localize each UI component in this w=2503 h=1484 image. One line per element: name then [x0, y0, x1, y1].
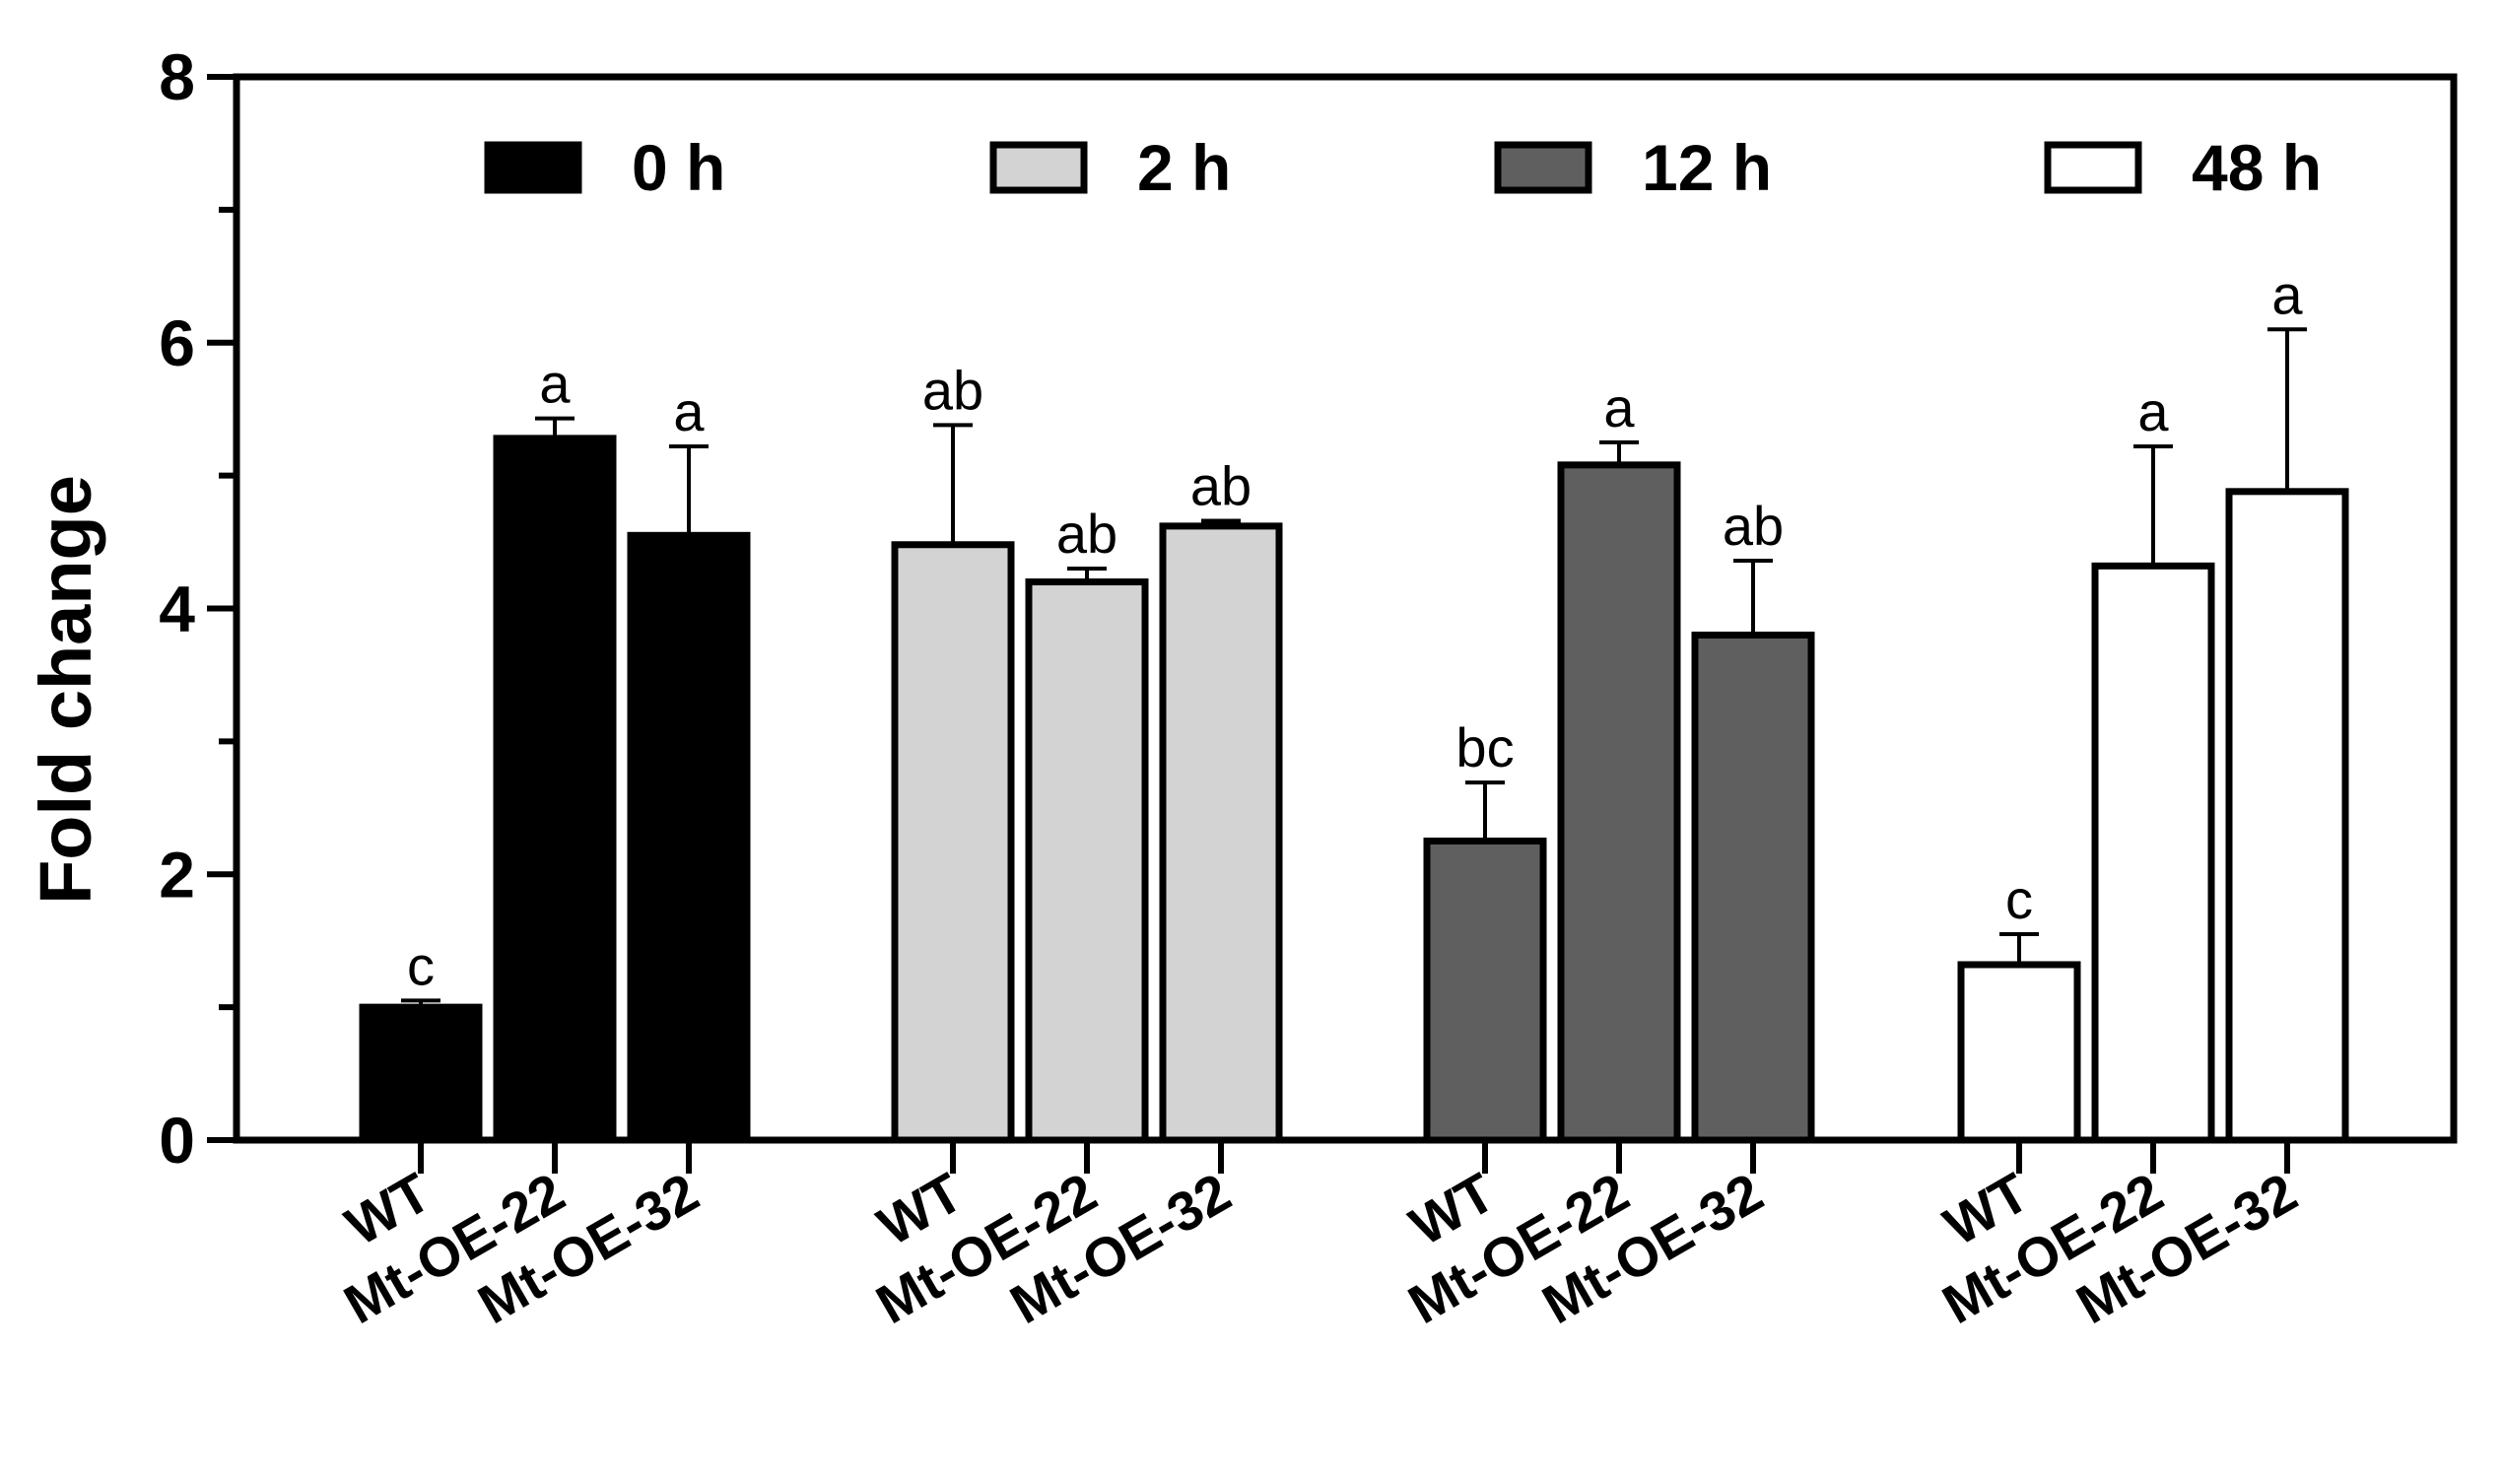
sig-letter-12h-mt-oe-32: ab [1723, 495, 1784, 557]
sig-letter-0h-mt-oe-32: a [673, 380, 705, 442]
legend-label-0h: 0 h [632, 131, 725, 204]
sig-letter-48h-mt-oe-32: a [2271, 263, 2303, 325]
bar-48h-wt [1957, 961, 2081, 1144]
sig-letter-12h-wt: bc [1455, 716, 1514, 778]
bar-2h-wt [891, 541, 1015, 1144]
bar-12h-wt [1423, 838, 1547, 1144]
bar-0h-mt-oe-32 [627, 531, 751, 1144]
y-tick-label-2: 2 [159, 838, 195, 911]
y-tick-label-6: 6 [159, 306, 195, 379]
y-tick-label-0: 0 [159, 1104, 195, 1177]
legend-swatch-0h [484, 141, 582, 194]
sig-letter-12h-mt-oe-22: a [1603, 376, 1635, 438]
y-tick-label-4: 4 [159, 573, 195, 645]
sig-letter-2h-mt-oe-32: ab [1190, 454, 1252, 516]
sig-letter-0h-mt-oe-22: a [539, 353, 571, 415]
bar-48h-mt-oe-32 [2225, 488, 2349, 1144]
legend-swatch-2h [989, 141, 1088, 194]
legend-label-12h: 12 h [1642, 131, 1772, 204]
bar-2h-mt-oe-32 [1159, 522, 1283, 1144]
bar-0h-mt-oe-22 [493, 435, 617, 1144]
legend-swatch-48h [2044, 141, 2142, 194]
sig-letter-2h-mt-oe-22: ab [1056, 503, 1117, 565]
legend-label-48h: 48 h [2192, 131, 2322, 204]
bar-12h-mt-oe-32 [1691, 631, 1815, 1144]
bar-48h-mt-oe-22 [2091, 562, 2215, 1144]
bar-0h-wt [359, 1003, 483, 1144]
legend-swatch-12h [1494, 141, 1592, 194]
bar-12h-mt-oe-22 [1557, 461, 1681, 1144]
sig-letter-48h-wt: c [2005, 868, 2033, 930]
legend-label-2h: 2 h [1137, 131, 1231, 204]
sig-letter-48h-mt-oe-22: a [2137, 380, 2169, 442]
y-tick-label-8: 8 [159, 40, 195, 113]
bar-2h-mt-oe-22 [1025, 578, 1149, 1144]
sig-letter-0h-wt: c [407, 934, 435, 996]
y-axis-label: Fold change [25, 475, 106, 905]
sig-letter-2h-wt: ab [922, 359, 983, 421]
